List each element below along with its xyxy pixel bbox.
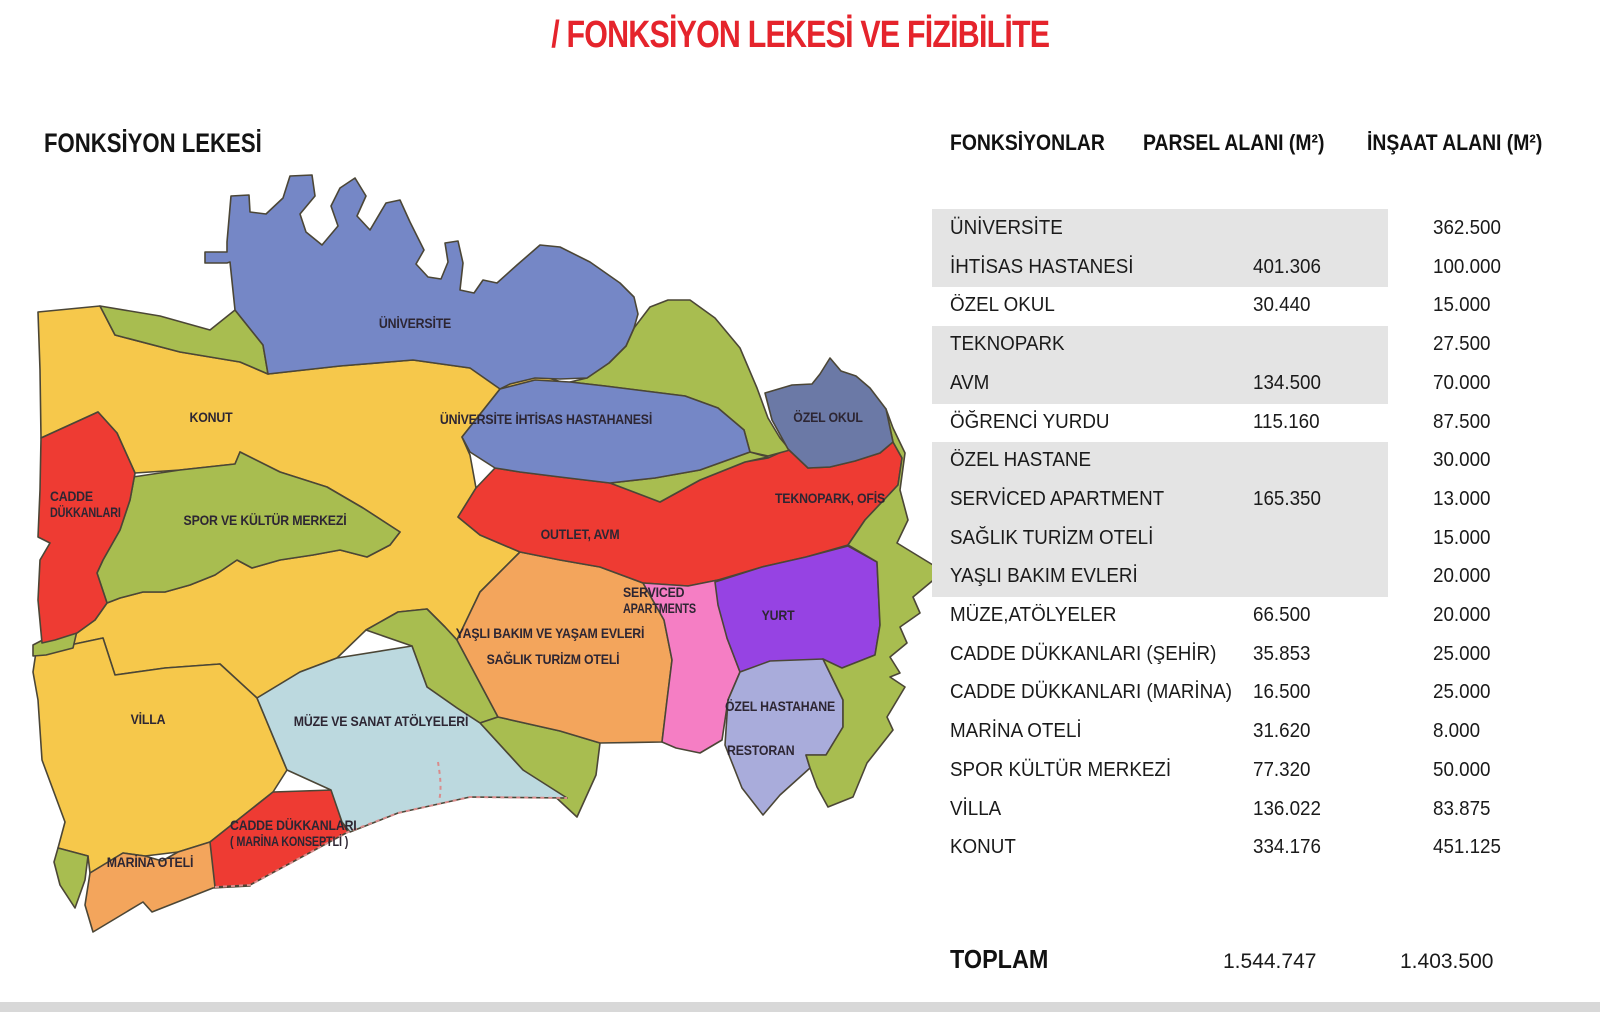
table-row: KONUT 334.176 451.125 (950, 836, 1501, 859)
table-row: CADDE DÜKKANLARI (ŞEHİR) 35.853 25.000 (950, 642, 1491, 665)
table-row: ÖZEL OKUL 30.440 15.000 (950, 294, 1491, 317)
map-zone-ihtisas[interactable] (461, 379, 751, 484)
table-row: ÜNİVERSİTE 362.500 (950, 217, 1501, 239)
table-row: MÜZE,ATÖLYELER 66.500 20.000 (950, 604, 1491, 626)
map-zone-universite[interactable] (204, 174, 639, 390)
col-header-insaat-alani: İNŞAAT ALANI (M²) (1367, 130, 1543, 155)
table-band-hastane-group (932, 442, 1388, 597)
table-row: MARİNA OTELİ 31.620 8.000 (950, 720, 1481, 743)
map-green-wedge[interactable] (569, 299, 791, 457)
table-row: ÖĞRENCİ YURDU 115.160 87.500 (950, 410, 1491, 433)
table-band-teknopark-group (932, 326, 1388, 404)
table-row: TEKNOPARK 27.500 (950, 333, 1491, 356)
map-zone-cadde-dukkanlari[interactable] (37, 411, 136, 644)
map-zone-ozel-okul[interactable] (764, 357, 894, 469)
table-row: VİLLA 136.022 83.875 (950, 797, 1491, 820)
coastline-dashes (214, 795, 568, 888)
map-green-marina[interactable] (53, 847, 89, 909)
page-title: / FONKSİYON LEKESİ VE FİZİBİLİTE (551, 14, 1050, 56)
pier-dash (437, 761, 442, 802)
table-band-universite-group (932, 209, 1388, 287)
total-label: TOPLAM (950, 944, 1049, 974)
table-row: CADDE DÜKKANLARI (MARİNA) 16.500 25.000 (950, 681, 1491, 704)
map-heading: FONKSİYON LEKESİ (44, 128, 262, 158)
total-insaat-value: 1.403.500 (1400, 950, 1494, 973)
total-parsel-value: 1.544.747 (1223, 950, 1317, 973)
footer-bar (0, 1002, 1600, 1012)
map-zone-muze[interactable] (256, 645, 568, 833)
table-row: SERVİCED APARTMENT 165.350 13.000 (950, 487, 1491, 510)
table-row: ÖZEL HASTANE 30.000 (950, 449, 1491, 472)
table-row: AVM 134.500 70.000 (950, 371, 1491, 394)
table-row: SAĞLIK TURİZM OTELİ 15.000 (950, 526, 1491, 549)
table-row: İHTİSAS HASTANESİ 401.306 100.000 (950, 255, 1501, 278)
table-row: YAŞLI BAKIM EVLERİ 20.000 (950, 565, 1491, 588)
table-row: SPOR KÜLTÜR MERKEZİ 77.320 50.000 (950, 758, 1491, 781)
col-header-parsel-alani: PARSEL ALANI (M²) (1143, 130, 1325, 155)
col-header-fonksiyonlar: FONKSİYONLAR (950, 130, 1105, 155)
